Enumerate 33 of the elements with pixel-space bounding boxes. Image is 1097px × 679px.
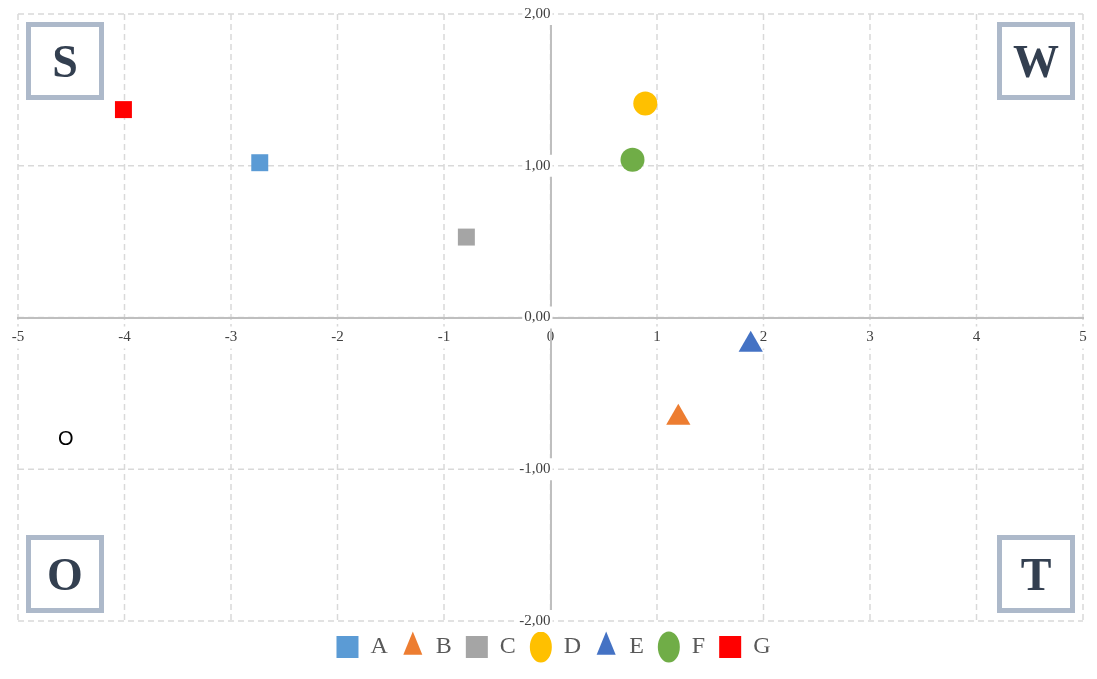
point	[666, 403, 691, 425]
legend-label: C	[499, 632, 516, 659]
legend-label: E	[629, 632, 644, 659]
annotation: S	[26, 22, 104, 100]
point	[457, 228, 475, 246]
x-tick-label: 2	[759, 328, 768, 345]
point	[114, 101, 132, 119]
x-tick-label: 1	[653, 328, 661, 345]
legend-label: F	[691, 632, 706, 659]
x-tick-label: 4	[972, 328, 981, 345]
x-tick-label: -3	[224, 328, 238, 345]
annotation: T	[997, 535, 1075, 613]
y-tick-label: 1,00	[524, 156, 551, 173]
annotation: W	[997, 22, 1075, 100]
x-tick-label: 5	[1079, 328, 1087, 345]
y-tick-label: -2,00	[519, 611, 551, 628]
y-tick-label: -1,00	[519, 460, 551, 477]
y-tick-label: 2,00	[524, 4, 551, 21]
point	[251, 154, 269, 172]
x-tick-label: -2	[331, 328, 344, 345]
legend-label: D	[563, 632, 582, 659]
y-tick-label: 0,00	[524, 308, 551, 325]
x-tick-label: 3	[866, 328, 874, 345]
annotation: O	[26, 535, 104, 613]
legend-label: G	[753, 632, 771, 659]
x-tick-label: -4	[118, 328, 132, 345]
point	[620, 147, 645, 172]
legend-label: A	[370, 632, 389, 659]
point	[633, 91, 658, 116]
legend-label: B	[435, 632, 452, 659]
annotation: O	[58, 426, 74, 450]
x-tick-label: -5	[11, 328, 25, 345]
x-tick-label: -1	[437, 328, 451, 345]
